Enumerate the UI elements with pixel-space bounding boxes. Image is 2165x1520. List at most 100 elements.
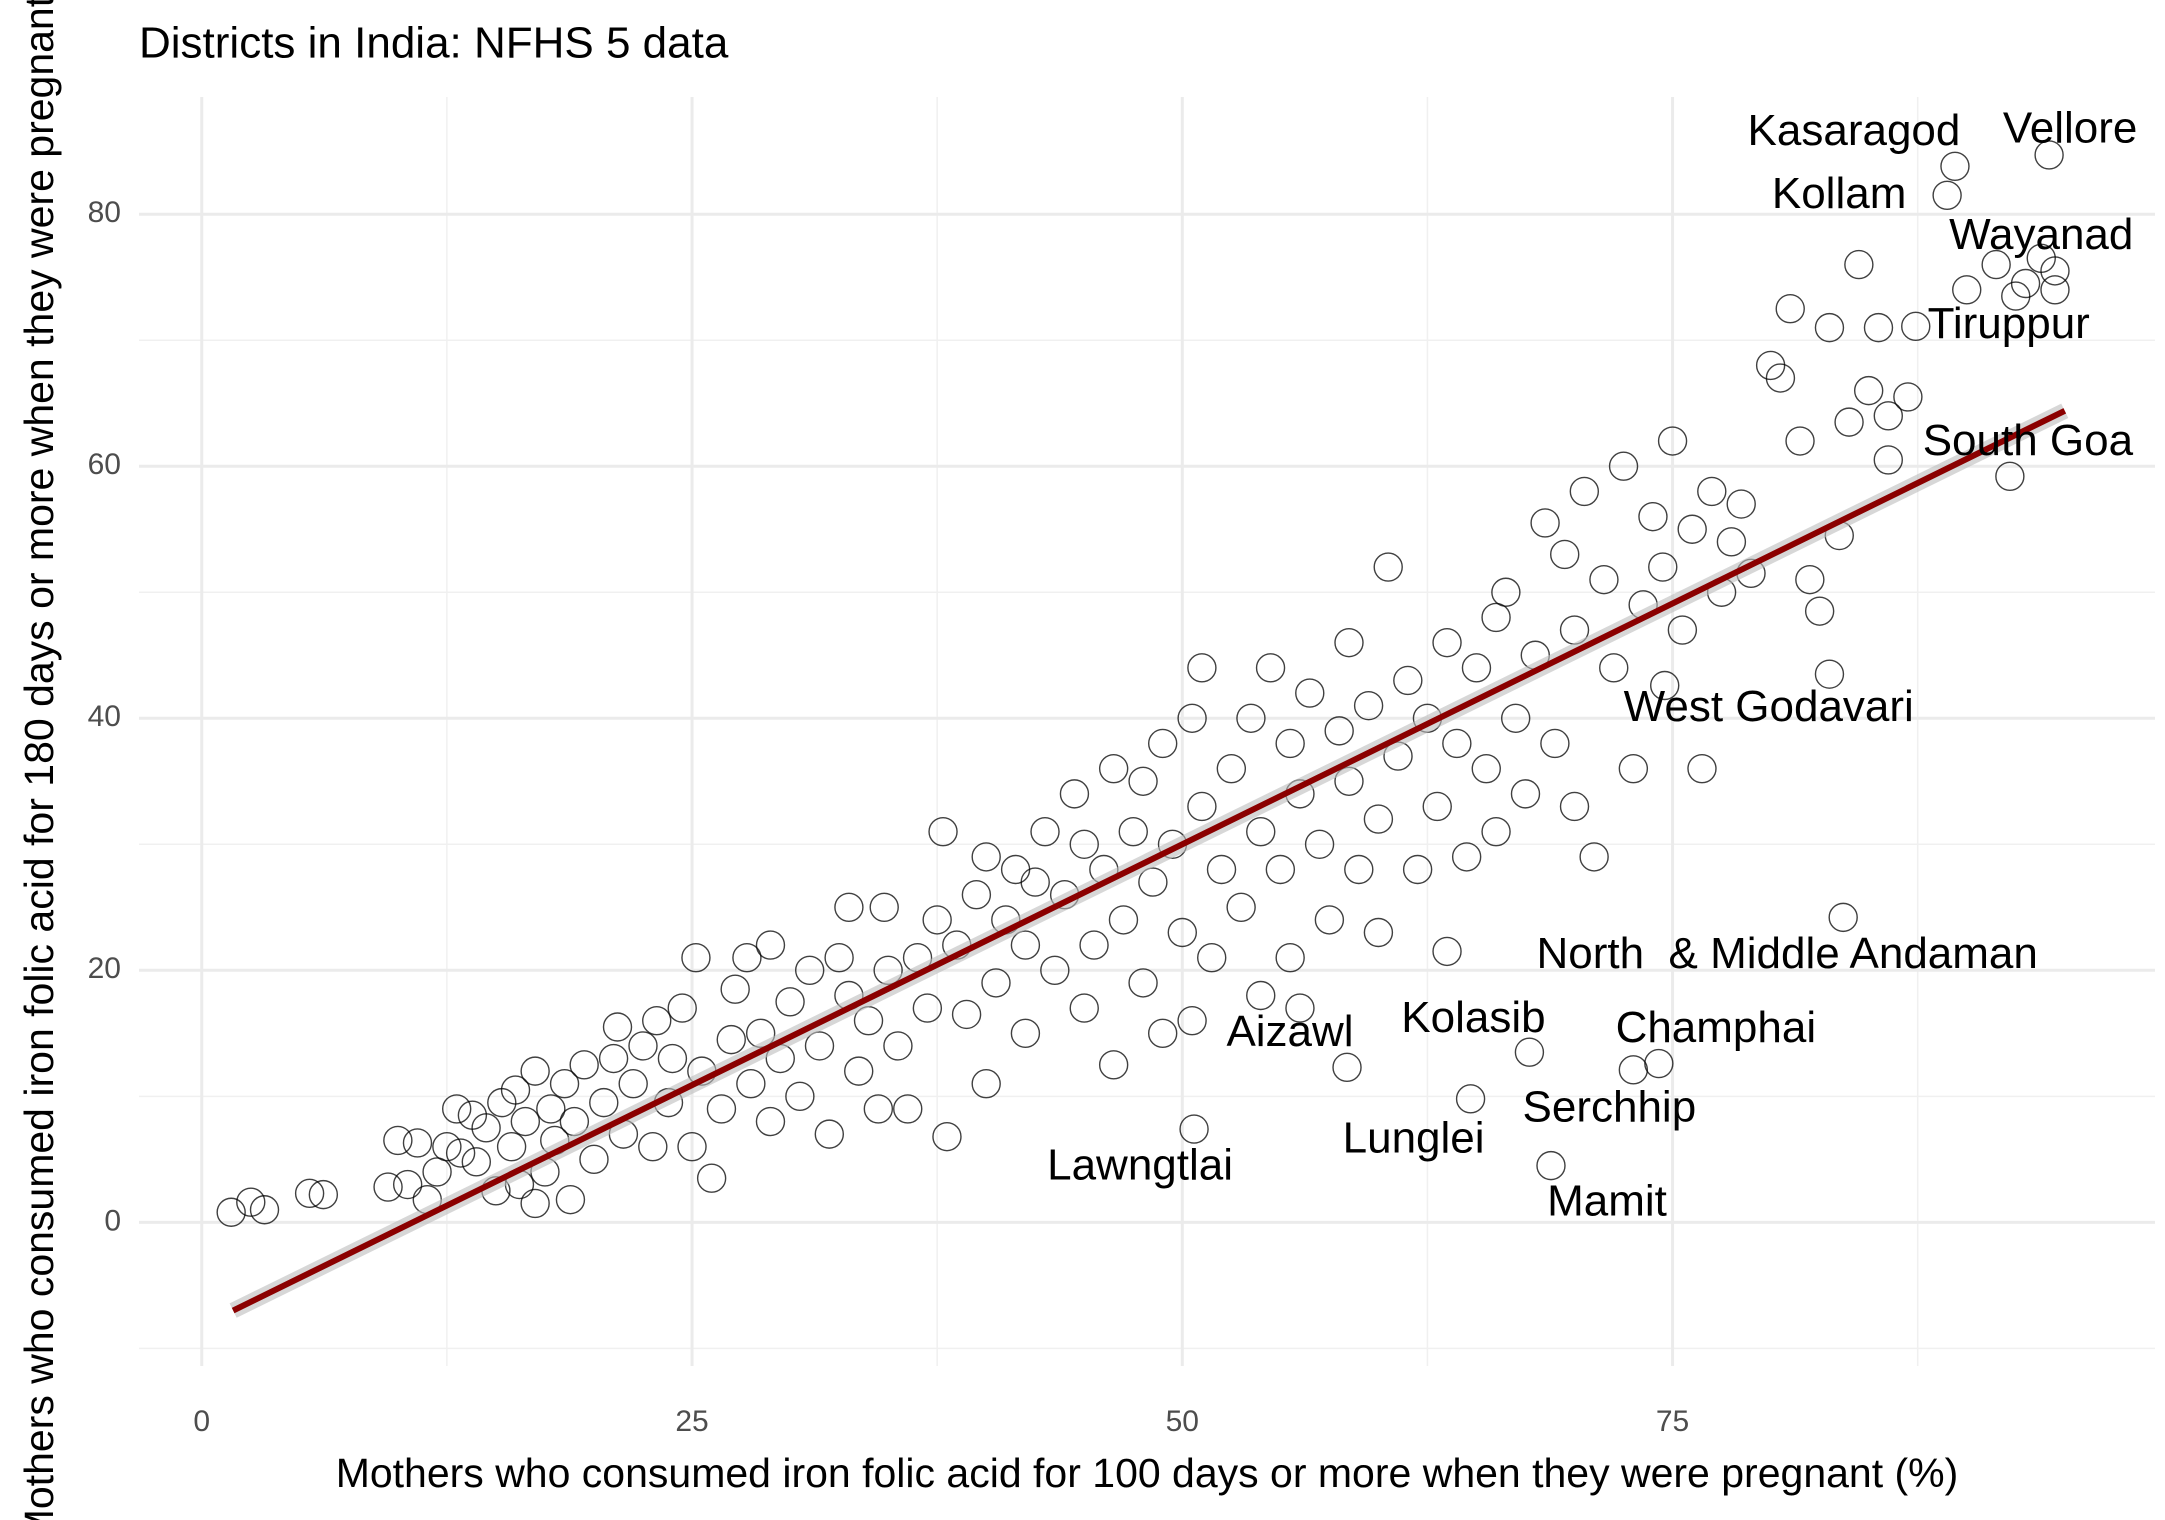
point <box>1177 703 1207 733</box>
point <box>1667 615 1698 645</box>
point <box>1246 980 1276 1011</box>
point <box>2001 281 2031 311</box>
point <box>471 1113 501 1143</box>
labeled-point <box>1932 180 1962 210</box>
point <box>1559 791 1590 822</box>
y-tick-label: 80 <box>88 196 121 229</box>
labeled-point <box>1514 1037 1545 1067</box>
point <box>441 1094 472 1124</box>
point <box>1020 867 1050 897</box>
point <box>1147 728 1178 759</box>
point <box>1138 867 1168 897</box>
point <box>510 1106 541 1137</box>
point <box>1599 653 1629 683</box>
annotation: South Goa <box>1923 416 2134 465</box>
point <box>1147 1018 1178 1049</box>
point <box>1187 791 1217 822</box>
point <box>1324 716 1354 746</box>
point <box>1461 653 1492 683</box>
point <box>1030 816 1060 847</box>
labeled-point <box>1901 311 1931 342</box>
point <box>1873 401 1903 431</box>
point <box>869 892 899 922</box>
point <box>971 1069 1001 1099</box>
point <box>520 1056 550 1086</box>
point <box>598 1043 629 1074</box>
point <box>1353 690 1384 721</box>
point <box>1765 363 1796 393</box>
annotation: Wayanad <box>1949 210 2133 259</box>
point <box>1481 816 1511 847</box>
point <box>383 1125 413 1156</box>
point <box>657 1043 688 1074</box>
point <box>1795 564 1825 595</box>
annotation: Champhai <box>1616 1003 1817 1052</box>
point <box>1697 476 1727 507</box>
point <box>1275 728 1305 759</box>
point <box>1657 426 1688 456</box>
point <box>883 1031 913 1061</box>
point <box>1726 489 1756 519</box>
point <box>1108 905 1139 935</box>
x-tick-label: 0 <box>193 1405 210 1438</box>
point <box>1569 476 1600 507</box>
point <box>1873 445 1903 475</box>
y-tick-label: 20 <box>88 952 121 985</box>
y-axis-label: Mothers who consumed iron folic acid for… <box>16 0 62 1520</box>
point <box>445 1138 476 1168</box>
point <box>1059 779 1090 809</box>
annotation: Lawngtlai <box>1047 1141 1233 1190</box>
labeled-point <box>1618 1055 1649 1085</box>
point <box>961 879 992 910</box>
labeled-point <box>1644 1048 1674 1079</box>
point <box>755 1106 786 1137</box>
annotation: Mamit <box>1547 1176 1667 1225</box>
trend-line <box>231 408 2067 1314</box>
point <box>912 993 943 1023</box>
point <box>1040 955 1070 986</box>
point <box>1432 936 1462 967</box>
point <box>1187 653 1217 683</box>
point <box>432 1132 462 1162</box>
point <box>1422 791 1452 822</box>
point <box>1589 564 1619 595</box>
point <box>1648 552 1678 582</box>
point <box>1853 375 1884 406</box>
point <box>981 968 1011 998</box>
labeled-point <box>1828 902 1858 933</box>
point <box>569 1050 599 1080</box>
point <box>1952 275 1982 305</box>
point <box>1069 829 1099 859</box>
point <box>1079 930 1109 960</box>
point <box>1000 854 1031 885</box>
labeled-point <box>1332 1052 1362 1083</box>
annotation: Kasaragod <box>1748 106 1961 155</box>
point <box>602 1012 633 1042</box>
annotation: North & Middle Andaman <box>1536 929 2037 978</box>
point <box>579 1144 609 1175</box>
point <box>775 987 805 1017</box>
point <box>928 816 958 847</box>
point <box>951 999 982 1030</box>
point <box>1481 602 1511 633</box>
point <box>1275 943 1305 973</box>
point <box>1010 930 1041 960</box>
x-tick-label: 25 <box>675 1405 708 1438</box>
point <box>2040 275 2070 305</box>
point <box>1814 659 1845 689</box>
point <box>373 1172 403 1202</box>
point <box>638 1132 668 1162</box>
point <box>971 842 1001 872</box>
point <box>1775 294 1805 324</box>
point <box>834 892 864 922</box>
x-axis-label: Mothers who consumed iron folic acid for… <box>336 1450 1959 1496</box>
x-tick-label: 50 <box>1166 1405 1199 1438</box>
point <box>1716 527 1747 557</box>
annotation: Kollam <box>1772 169 1907 218</box>
point <box>706 1094 737 1124</box>
point <box>736 1069 766 1099</box>
point <box>618 1069 648 1099</box>
point <box>1393 665 1423 696</box>
annotation: Vellore <box>2003 104 2138 153</box>
